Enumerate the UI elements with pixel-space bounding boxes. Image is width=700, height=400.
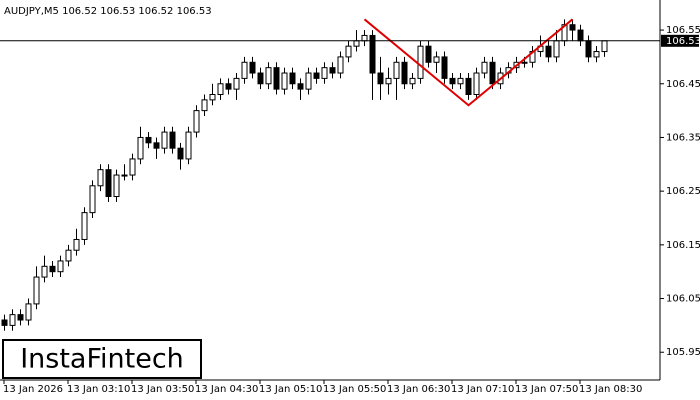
candle-body bbox=[577, 29, 584, 42]
candle-body bbox=[1, 319, 8, 326]
candle-body bbox=[105, 169, 112, 198]
candle-body bbox=[569, 24, 576, 31]
y-tick-label: 106.55 bbox=[666, 25, 700, 36]
candle-body bbox=[241, 61, 248, 79]
last-price-label: 106.53 bbox=[666, 36, 700, 47]
y-tick-label: 106.35 bbox=[666, 132, 700, 143]
candle-body bbox=[393, 61, 400, 79]
y-tick-label: 106.05 bbox=[666, 294, 700, 305]
candle-body bbox=[225, 83, 232, 90]
chart-title: AUDJPY,M5 106.52 106.53 106.52 106.53 bbox=[4, 6, 212, 17]
candle-body bbox=[265, 67, 272, 85]
candle-body bbox=[41, 265, 48, 278]
y-tick-label: 106.25 bbox=[666, 186, 700, 197]
candle-body bbox=[209, 94, 216, 101]
x-tick-label: 13 Jan 05:10 bbox=[259, 384, 322, 395]
candle-body bbox=[329, 67, 336, 74]
candle-body bbox=[49, 265, 56, 273]
candle-body bbox=[65, 249, 72, 262]
candle-body bbox=[313, 72, 320, 79]
candle-body bbox=[585, 40, 592, 58]
candle-body bbox=[457, 77, 464, 85]
candle-body bbox=[249, 61, 256, 74]
x-tick-label: 13 Jan 04:30 bbox=[195, 384, 258, 395]
x-tick-label: 13 Jan 03:10 bbox=[67, 384, 130, 395]
candle-body bbox=[553, 40, 560, 58]
candle-body bbox=[465, 77, 472, 95]
candle-body bbox=[193, 110, 200, 133]
candle-body bbox=[401, 61, 408, 85]
candle-body bbox=[9, 314, 16, 326]
x-tick-label: 13 Jan 03:50 bbox=[131, 384, 194, 395]
candle-body bbox=[257, 72, 264, 85]
candle-body bbox=[169, 131, 176, 149]
y-tick-label: 106.15 bbox=[666, 240, 700, 251]
candle-body bbox=[361, 34, 368, 42]
candle-body bbox=[113, 174, 120, 198]
candle-body bbox=[89, 185, 96, 214]
x-tick-label: 13 Jan 05:50 bbox=[323, 384, 386, 395]
candle-body bbox=[185, 131, 192, 160]
watermark: InstaFintech bbox=[20, 344, 184, 375]
candle-body bbox=[337, 56, 344, 74]
candle-body bbox=[217, 83, 224, 95]
candle-body bbox=[489, 61, 496, 85]
candle-body bbox=[545, 45, 552, 58]
candle-body bbox=[25, 303, 32, 321]
candle-body bbox=[409, 77, 416, 85]
candle-body bbox=[177, 147, 184, 160]
candle-body bbox=[137, 136, 144, 160]
candle-body bbox=[153, 142, 160, 149]
candle-body bbox=[273, 67, 280, 90]
y-tick-label: 105.95 bbox=[666, 347, 700, 358]
logo-box bbox=[2, 339, 202, 379]
candle-body bbox=[73, 238, 80, 251]
candle-body bbox=[441, 56, 448, 79]
candle-body bbox=[377, 72, 384, 85]
candle-body bbox=[473, 72, 480, 95]
candle-body bbox=[521, 61, 528, 64]
candle-body bbox=[145, 136, 152, 144]
candle-body bbox=[33, 276, 40, 305]
candle-body bbox=[601, 40, 608, 53]
candle-body bbox=[97, 169, 104, 187]
candle-body bbox=[161, 131, 168, 149]
x-tick-label: 13 Jan 07:10 bbox=[451, 384, 514, 395]
x-tick-label: 13 Jan 08:30 bbox=[579, 384, 642, 395]
x-tick-label: 13 Jan 07:50 bbox=[515, 384, 578, 395]
candle-body bbox=[369, 34, 376, 74]
candle-body bbox=[289, 72, 296, 85]
candle-body bbox=[353, 40, 360, 47]
candle-body bbox=[281, 72, 288, 90]
candle-body bbox=[593, 51, 600, 58]
candle-body bbox=[417, 45, 424, 79]
last-price-box bbox=[661, 34, 699, 47]
candle-body bbox=[449, 77, 456, 85]
candle-body bbox=[17, 314, 24, 321]
candle-body bbox=[433, 56, 440, 63]
candle-body bbox=[57, 260, 64, 273]
candle-body bbox=[321, 67, 328, 79]
candle-body bbox=[201, 99, 208, 112]
y-tick-label: 106.45 bbox=[666, 79, 700, 90]
candle-body bbox=[385, 77, 392, 85]
candle-body bbox=[305, 72, 312, 90]
candle-body bbox=[297, 83, 304, 90]
candle-body bbox=[233, 77, 240, 90]
candle-body bbox=[129, 158, 136, 176]
x-tick-label: 13 Jan 06:30 bbox=[387, 384, 450, 395]
candle-body bbox=[481, 61, 488, 74]
pattern-line bbox=[363, 18, 574, 107]
x-tick-label: 13 Jan 2026 bbox=[3, 384, 63, 395]
candle-body bbox=[425, 45, 432, 63]
candle-body bbox=[81, 212, 88, 240]
candle-body bbox=[121, 174, 128, 177]
candle-body bbox=[345, 45, 352, 58]
